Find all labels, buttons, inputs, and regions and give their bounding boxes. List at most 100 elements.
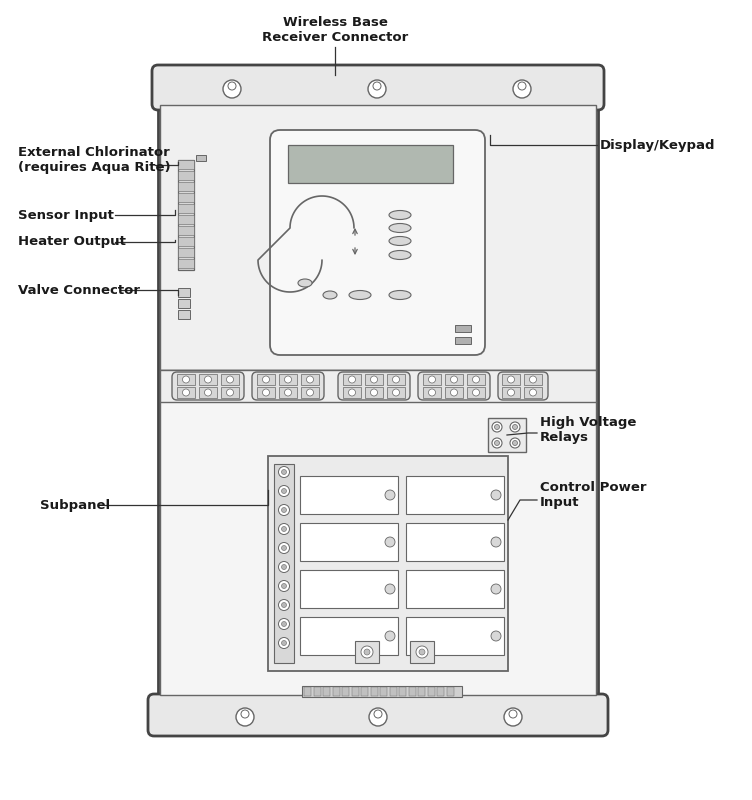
- Circle shape: [385, 631, 395, 641]
- Text: Heater Output: Heater Output: [18, 235, 126, 249]
- Circle shape: [205, 376, 211, 383]
- Circle shape: [491, 631, 501, 641]
- Circle shape: [278, 638, 290, 649]
- Circle shape: [278, 599, 290, 610]
- Bar: [447, 687, 453, 696]
- Circle shape: [513, 425, 517, 430]
- Circle shape: [284, 376, 292, 383]
- Bar: [257, 374, 275, 385]
- Circle shape: [429, 376, 435, 383]
- Bar: [418, 687, 425, 696]
- Bar: [387, 387, 405, 398]
- Circle shape: [495, 425, 499, 430]
- Circle shape: [513, 80, 531, 98]
- Bar: [304, 687, 311, 696]
- Circle shape: [510, 438, 520, 448]
- FancyBboxPatch shape: [270, 130, 485, 355]
- Circle shape: [371, 389, 378, 396]
- FancyBboxPatch shape: [498, 372, 548, 400]
- Bar: [365, 387, 383, 398]
- Circle shape: [226, 389, 234, 396]
- Circle shape: [373, 82, 381, 90]
- FancyBboxPatch shape: [148, 694, 608, 736]
- Circle shape: [281, 470, 287, 474]
- Bar: [371, 687, 378, 696]
- Circle shape: [371, 376, 378, 383]
- Bar: [178, 160, 194, 270]
- Bar: [300, 476, 398, 514]
- Bar: [221, 374, 239, 385]
- Circle shape: [361, 646, 373, 658]
- Bar: [160, 105, 596, 370]
- Bar: [160, 370, 596, 402]
- Bar: [423, 387, 441, 398]
- Bar: [399, 687, 406, 696]
- Bar: [158, 105, 598, 695]
- Bar: [467, 387, 485, 398]
- Bar: [300, 617, 398, 655]
- Circle shape: [236, 708, 254, 726]
- Bar: [361, 687, 368, 696]
- Bar: [455, 337, 471, 344]
- Text: Subpanel: Subpanel: [40, 498, 110, 511]
- Ellipse shape: [389, 237, 411, 246]
- Ellipse shape: [323, 291, 337, 299]
- Circle shape: [278, 562, 290, 573]
- Bar: [268, 456, 508, 671]
- Circle shape: [223, 80, 241, 98]
- Bar: [288, 145, 453, 183]
- Circle shape: [385, 537, 395, 547]
- Circle shape: [509, 710, 517, 718]
- Bar: [279, 387, 297, 398]
- Circle shape: [262, 376, 269, 383]
- Bar: [355, 641, 379, 663]
- Ellipse shape: [349, 290, 371, 299]
- Bar: [221, 387, 239, 398]
- Bar: [524, 387, 542, 398]
- Circle shape: [491, 584, 501, 594]
- Circle shape: [513, 441, 517, 446]
- Circle shape: [419, 649, 425, 655]
- Bar: [455, 325, 471, 332]
- Circle shape: [262, 389, 269, 396]
- Bar: [445, 387, 463, 398]
- Bar: [178, 299, 190, 308]
- FancyBboxPatch shape: [152, 65, 604, 110]
- Circle shape: [281, 641, 287, 646]
- Bar: [199, 374, 217, 385]
- Circle shape: [491, 490, 501, 500]
- Bar: [488, 418, 526, 452]
- Circle shape: [281, 583, 287, 589]
- Circle shape: [348, 376, 356, 383]
- Circle shape: [385, 490, 395, 500]
- Bar: [178, 237, 194, 246]
- Circle shape: [385, 584, 395, 594]
- Bar: [300, 523, 398, 561]
- Text: Display/Keypad: Display/Keypad: [600, 138, 715, 151]
- Circle shape: [281, 565, 287, 570]
- Circle shape: [429, 389, 435, 396]
- Bar: [178, 310, 190, 319]
- Circle shape: [529, 376, 536, 383]
- Bar: [178, 248, 194, 257]
- Circle shape: [281, 507, 287, 513]
- Circle shape: [278, 581, 290, 591]
- Ellipse shape: [389, 250, 411, 259]
- Bar: [300, 570, 398, 608]
- Circle shape: [529, 389, 536, 396]
- Circle shape: [393, 389, 399, 396]
- Bar: [314, 687, 320, 696]
- Circle shape: [281, 546, 287, 550]
- Circle shape: [281, 526, 287, 531]
- Circle shape: [228, 82, 236, 90]
- Bar: [387, 374, 405, 385]
- Bar: [178, 259, 194, 268]
- Bar: [445, 374, 463, 385]
- Circle shape: [416, 646, 428, 658]
- Bar: [279, 374, 297, 385]
- Bar: [408, 687, 416, 696]
- Bar: [178, 182, 194, 191]
- Circle shape: [278, 505, 290, 515]
- Circle shape: [348, 389, 356, 396]
- Bar: [406, 570, 504, 608]
